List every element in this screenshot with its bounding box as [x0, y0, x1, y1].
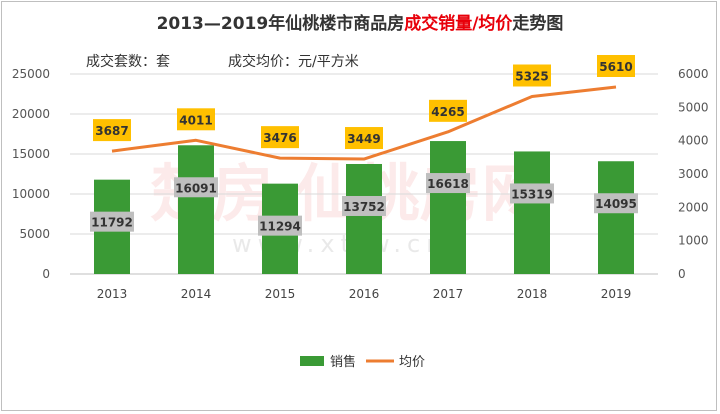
bar [430, 141, 466, 274]
legend-line-label: 均价 [399, 355, 425, 370]
x-axis-tick-label: 2017 [433, 287, 464, 301]
chart-title: 2013—2019年仙桃楼市商品房成交销量/均价走势图 [0, 9, 720, 34]
bar-data-label: 16091 [175, 181, 217, 195]
title-prefix: 2013—2019年仙桃楼市商品房 [156, 14, 405, 34]
line-data-label: 3476 [263, 131, 296, 145]
bar [598, 161, 634, 274]
bar-data-label: 11792 [91, 216, 133, 230]
right-axis-tick-label: 3000 [678, 167, 709, 181]
right-axis-unit-note: 成交均价：元/平方米 [228, 54, 359, 70]
x-axis-tick-label: 2014 [181, 287, 212, 301]
x-axis-tick-label: 2016 [349, 287, 380, 301]
line-label-box [597, 55, 635, 77]
bar-data-label: 15319 [511, 187, 553, 201]
x-axis-tick-label: 2019 [601, 287, 632, 301]
line-data-label: 4011 [179, 113, 212, 127]
right-axis-tick-label: 1000 [678, 234, 709, 248]
line-label-box [261, 126, 299, 149]
bar-data-label: 13752 [343, 200, 385, 214]
bar-label-box [594, 193, 638, 214]
right-axis-tick-label: 4000 [678, 134, 709, 148]
left-axis-tick-label: 10000 [12, 187, 50, 201]
line-data-label: 3687 [95, 124, 128, 138]
line-data-label: 5325 [515, 70, 548, 84]
bar [178, 145, 214, 274]
line-label-box [429, 99, 467, 122]
left-axis-unit-note: 成交套数：套 [86, 54, 170, 70]
bar-label-box [258, 215, 302, 236]
series-line [111, 85, 617, 161]
left-axis-tick-label: 20000 [12, 107, 50, 121]
line-label-box [177, 108, 215, 131]
line-label-box [93, 119, 131, 142]
bar-data-label: 14095 [595, 197, 637, 211]
bar-label-box [342, 195, 386, 216]
left-axis-tick-label: 5000 [19, 227, 50, 241]
right-axis-tick-label: 0 [678, 267, 686, 281]
bar-label-box [426, 173, 470, 194]
left-axis-tick-label: 25000 [12, 67, 50, 81]
line-label-box [345, 127, 383, 150]
legend-bar-label: 销售 [330, 354, 356, 370]
right-axis-tick-label: 5000 [678, 100, 709, 114]
left-axis-tick-label: 0 [42, 267, 50, 281]
right-axis-tick-label: 6000 [678, 67, 709, 81]
bar-label-box [90, 211, 134, 232]
x-axis-tick-label: 2015 [265, 287, 296, 301]
line-label-box [513, 64, 551, 87]
line-data-label: 4265 [431, 105, 464, 119]
bar-label-box [174, 177, 218, 198]
right-axis-tick-label: 2000 [678, 200, 709, 214]
left-axis-tick-label: 15000 [12, 147, 50, 161]
bar-data-label: 16618 [427, 177, 469, 191]
bar [346, 163, 382, 274]
bar-label-box [510, 183, 554, 204]
legend-bar-swatch [300, 356, 324, 366]
title-suffix: 走势图 [512, 14, 564, 34]
bar [514, 151, 550, 274]
line-data-label: 5610 [599, 60, 632, 74]
x-axis-tick-label: 2018 [517, 287, 548, 301]
bar-data-label: 11294 [259, 220, 301, 234]
line-data-label: 3449 [347, 132, 380, 146]
x-axis-tick-label: 2013 [97, 287, 128, 301]
title-highlight: 成交销量/均价 [404, 14, 513, 34]
